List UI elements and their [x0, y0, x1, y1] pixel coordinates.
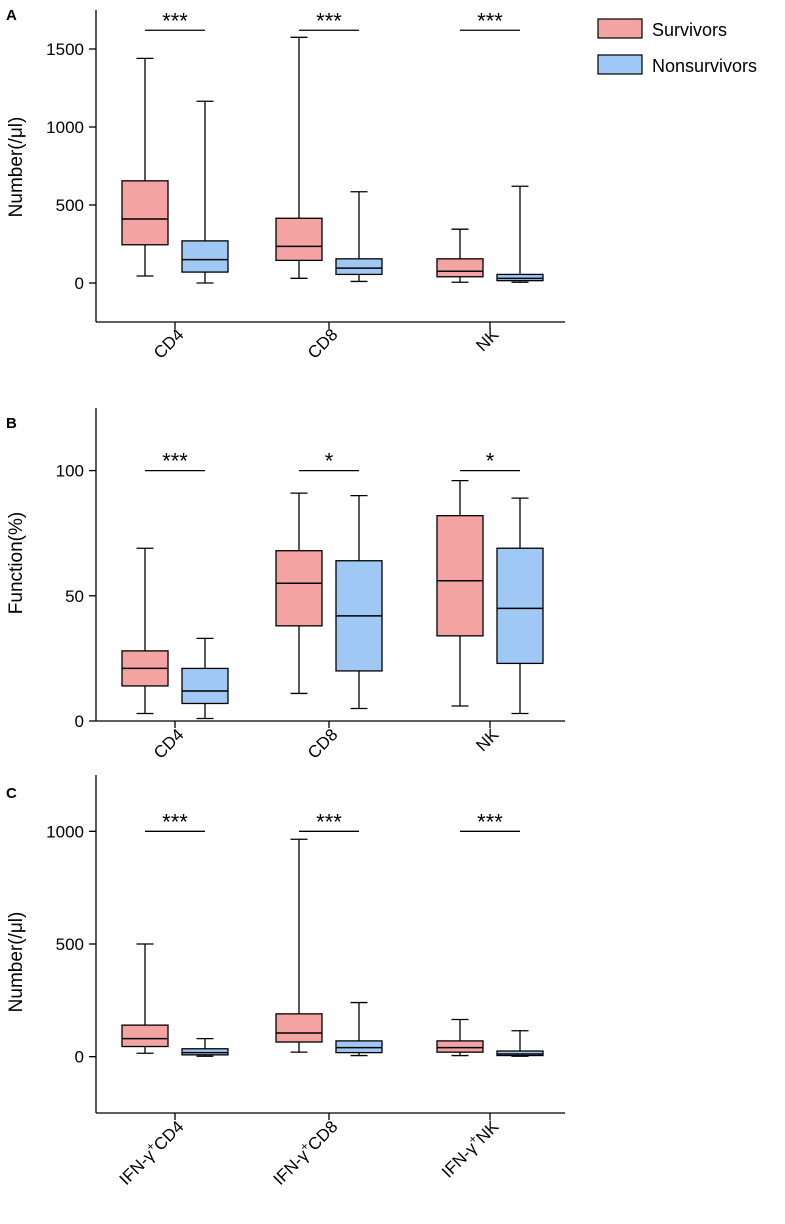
legend: Survivors Nonsurvivors — [597, 18, 757, 76]
box-iqr — [121, 180, 169, 246]
panel-a: A Number(/μl) 0 500 1000 1500 CD4 CD8 NK *** ***… — [6, 7, 565, 363]
x-tick-label: NK — [472, 325, 503, 356]
y-tick-label: 500 — [56, 935, 84, 954]
box-iqr — [496, 547, 544, 665]
box-survivors — [275, 36, 323, 279]
box-iqr — [181, 240, 229, 273]
x-tick-label: CD8 — [304, 325, 341, 362]
x-tick-label: CD4 — [150, 725, 187, 762]
x-tick-label: CD4 — [150, 325, 187, 362]
significance-label: *** — [316, 8, 342, 33]
y-tick-label: 50 — [65, 587, 84, 606]
box-nonsurvivors — [181, 637, 229, 720]
significance-label: *** — [162, 8, 188, 33]
box-iqr — [275, 1013, 323, 1043]
box-survivors — [275, 492, 323, 695]
box-nonsurvivors — [496, 185, 544, 283]
y-axis-label: Number(/μl) — [6, 912, 27, 1013]
legend-swatch-nonsurvivors — [597, 54, 643, 75]
y-tick-label: 1500 — [46, 40, 84, 59]
panel-label-b: B — [6, 415, 17, 432]
box-survivors — [436, 479, 484, 707]
significance-label: *** — [162, 809, 188, 834]
box-iqr — [181, 1048, 229, 1056]
significance-label: *** — [316, 809, 342, 834]
box-nonsurvivors — [335, 494, 383, 710]
box-survivors — [121, 943, 169, 1054]
box-survivors — [275, 838, 323, 1053]
y-tick-label: 0 — [75, 712, 84, 731]
y-tick-label: 0 — [75, 274, 84, 293]
box-nonsurvivors — [335, 191, 383, 283]
significance-label: *** — [477, 809, 503, 834]
y-tick-label: 1000 — [46, 822, 84, 841]
legend-label-survivors: Survivors — [652, 20, 727, 40]
significance-label: * — [325, 449, 334, 474]
box-iqr — [496, 273, 544, 282]
panel-label-a: A — [6, 7, 17, 24]
x-tick-label: IFN-γ+CD8 — [268, 1115, 342, 1189]
x-tick-label: IFN-γ+CD4 — [114, 1115, 188, 1189]
box-nonsurvivors — [496, 497, 544, 715]
box-iqr — [436, 1040, 484, 1053]
significance-label: *** — [162, 449, 188, 474]
y-tick-label: 1000 — [46, 118, 84, 137]
y-tick-label: 500 — [56, 196, 84, 215]
significance-label: * — [486, 449, 495, 474]
panel-c: C Number(/μl) 0 500 1000 IFN-γ+CD4 IFN-γ+CD8… — [6, 775, 565, 1189]
y-axis-label: Number(/μl) — [6, 117, 27, 218]
panel-label-c: C — [6, 785, 17, 802]
box-iqr — [181, 667, 229, 705]
box-nonsurvivors — [181, 1037, 229, 1057]
significance-label: *** — [477, 8, 503, 33]
box-nonsurvivors — [496, 1030, 544, 1057]
box-iqr — [275, 217, 323, 262]
box-survivors — [436, 228, 484, 283]
box-iqr — [121, 1024, 169, 1048]
legend-label-nonsurvivors: Nonsurvivors — [652, 56, 757, 76]
box-survivors — [121, 57, 169, 277]
box-iqr — [335, 1040, 383, 1054]
plot-area: 0 500 1000 IFN-γ+CD4 IFN-γ+CD8 IFN-γ+NK *** ***… — [46, 775, 565, 1189]
box-nonsurvivors — [181, 100, 229, 284]
y-tick-label: 100 — [56, 462, 84, 481]
box-iqr — [275, 550, 323, 627]
y-tick-label: 0 — [75, 1048, 84, 1067]
x-tick-label: NK — [472, 725, 503, 756]
box-survivors — [436, 1018, 484, 1057]
box-iqr — [436, 515, 484, 637]
box-iqr — [436, 258, 484, 278]
box-iqr — [335, 258, 383, 276]
box-nonsurvivors — [335, 1001, 383, 1057]
box-survivors — [121, 547, 169, 715]
legend-swatch-survivors — [597, 18, 643, 39]
x-tick-label: CD8 — [304, 725, 341, 762]
x-tick-label: IFN-γ+NK — [436, 1114, 503, 1181]
plot-area: 0 500 1000 1500 CD4 CD8 NK *** *** *** — [46, 8, 565, 363]
y-axis-label: Function(%) — [6, 512, 27, 614]
